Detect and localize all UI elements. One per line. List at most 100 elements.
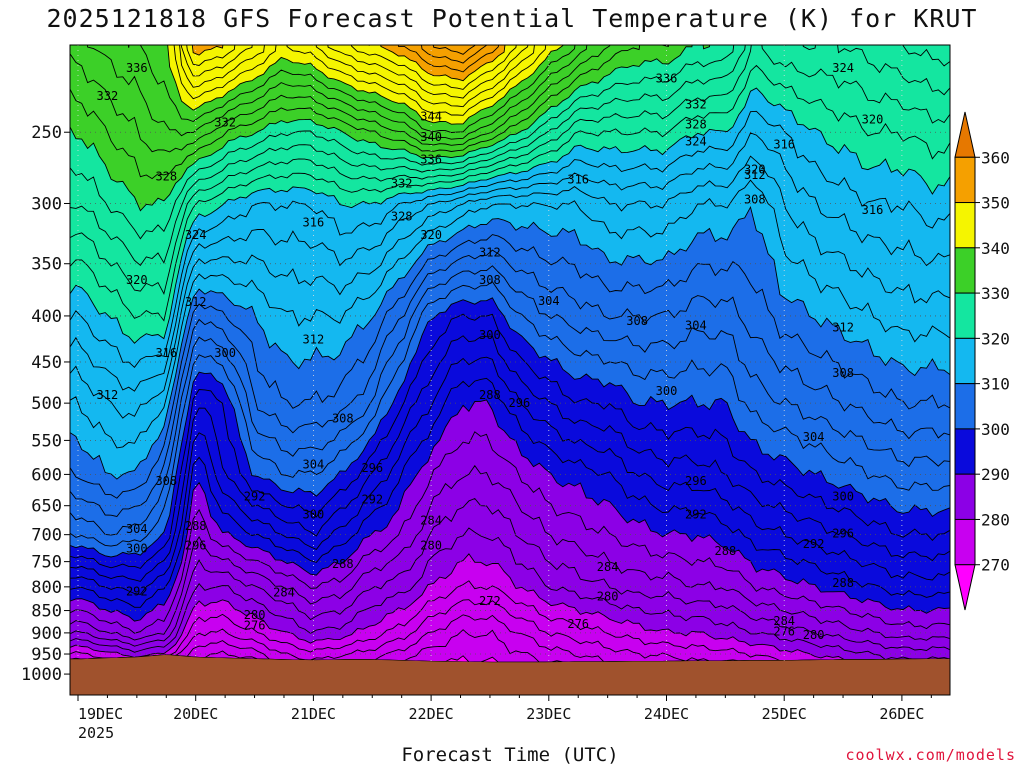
contour-label: 284 [773,614,795,628]
x-tick-label: 24DEC [644,705,689,723]
contour-338 [127,45,576,133]
contour-304 [70,265,950,536]
contour-334 [70,45,611,153]
y-tick-label: 700 [31,526,62,546]
contour-label: 288 [832,576,854,590]
contour-label: 312 [832,321,854,335]
contour-label: 324 [685,135,707,149]
colorbar-cap-top [954,111,976,158]
contour-label: 300 [303,508,325,522]
y-tick-label: 650 [31,497,62,517]
contour-306 [70,249,950,518]
contour-282 [70,527,950,661]
contour-302 [70,281,950,547]
colorbar-swatch [954,247,976,294]
x-tick-label: 21DEC [291,705,336,723]
contour-lines [70,45,950,663]
contour-label: 332 [97,89,119,103]
colorbar-swatch [954,156,976,204]
contour-label: 300 [479,328,501,342]
contour-332 [70,45,670,180]
y-tick-label: 750 [31,553,62,573]
contour-300 [70,297,950,558]
contour-label: 308 [155,474,177,488]
colorbar-swatch [954,202,976,249]
contour-348 [186,45,517,90]
contour-316 [70,132,950,392]
contour-label: 304 [803,430,825,444]
contour-label: 280 [244,608,266,622]
contour-label: 312 [479,245,501,259]
contour-label: 320 [126,273,148,287]
colorbar-label: 300 [981,420,1010,439]
colorbar-swatch [954,428,976,475]
contour-324 [70,45,950,295]
contour-label: 308 [332,412,354,426]
contour-label: 292 [685,508,707,522]
y-tick-label: 900 [31,624,62,644]
contour-label: 288 [185,519,207,533]
contour-label: 296 [832,527,854,541]
contour-label: 316 [567,172,589,186]
contour-336 [86,45,588,140]
colorbar-swatch [954,473,976,520]
contour-label: 280 [597,590,619,604]
contour-label: 308 [832,366,854,380]
contour-label: 336 [420,152,442,166]
contour-314 [70,155,950,419]
chart-title: 2025121818 GFS Forecast Potential Temper… [46,4,978,33]
contour-298 [70,313,950,569]
colorbar-swatch [954,383,976,430]
contour-label: 296 [185,539,207,553]
x-axis-title: Forecast Time (UTC) [401,744,619,766]
contour-296 [70,335,950,582]
contour-326 [70,45,950,266]
contour-294 [70,356,950,595]
contour-label: 292 [244,490,266,504]
contour-label: 276 [773,625,795,639]
contour-label: 304 [126,522,148,536]
colorbar-label: 360 [981,148,1010,167]
contour-label: 280 [803,628,825,642]
colorbar-label: 310 [981,375,1010,394]
y-tick-label: 350 [31,255,62,275]
contour-label: 316 [155,346,177,360]
colorbar-label: 290 [981,465,1010,484]
contour-label: 320 [862,113,884,127]
contour-label: 304 [685,319,707,333]
x-tick-label: 25DEC [762,705,807,723]
contour-label: 336 [126,61,148,75]
contour-label: 320 [744,163,766,177]
colorbar-label: 350 [981,194,1010,213]
contour-label: 328 [391,209,413,223]
contour-label: 284 [273,586,295,600]
contour-label: 276 [244,618,266,632]
contour-346 [180,45,529,99]
colorbar-swatch [954,337,976,385]
y-tick-label: 300 [31,194,62,214]
contour-label: 336 [656,72,678,86]
contour-328 [70,45,950,240]
contour-label: 308 [479,273,501,287]
contour-label: 292 [361,493,383,507]
contour-320 [70,87,950,344]
contour-label: 332 [214,116,236,130]
contour-label: 316 [862,203,884,217]
plot-area: 336 332 332 328 324 320 316 312 312 308 304 300 300 2… [70,4,950,695]
band-360 [70,4,950,40]
x-tick-label: 26DEC [879,705,924,723]
contour-label: 300 [656,384,678,398]
contour-label: 280 [420,539,442,553]
y-axis: 2503003504004505005506006507007508008509… [21,123,70,685]
x-tick-label: 22DEC [409,705,454,723]
contour-318 [70,110,950,368]
contour-label: 340 [420,130,442,144]
colorbar-cap-bottom [954,564,976,611]
y-tick-label: 500 [31,394,62,414]
contour-330 [70,45,711,212]
contour-label: 344 [420,109,442,123]
colorbar: 270 280 290 300 310 320 330 340 350 360 [954,111,1010,611]
contour-280 [70,553,950,661]
colorbar-label: 270 [981,556,1010,575]
